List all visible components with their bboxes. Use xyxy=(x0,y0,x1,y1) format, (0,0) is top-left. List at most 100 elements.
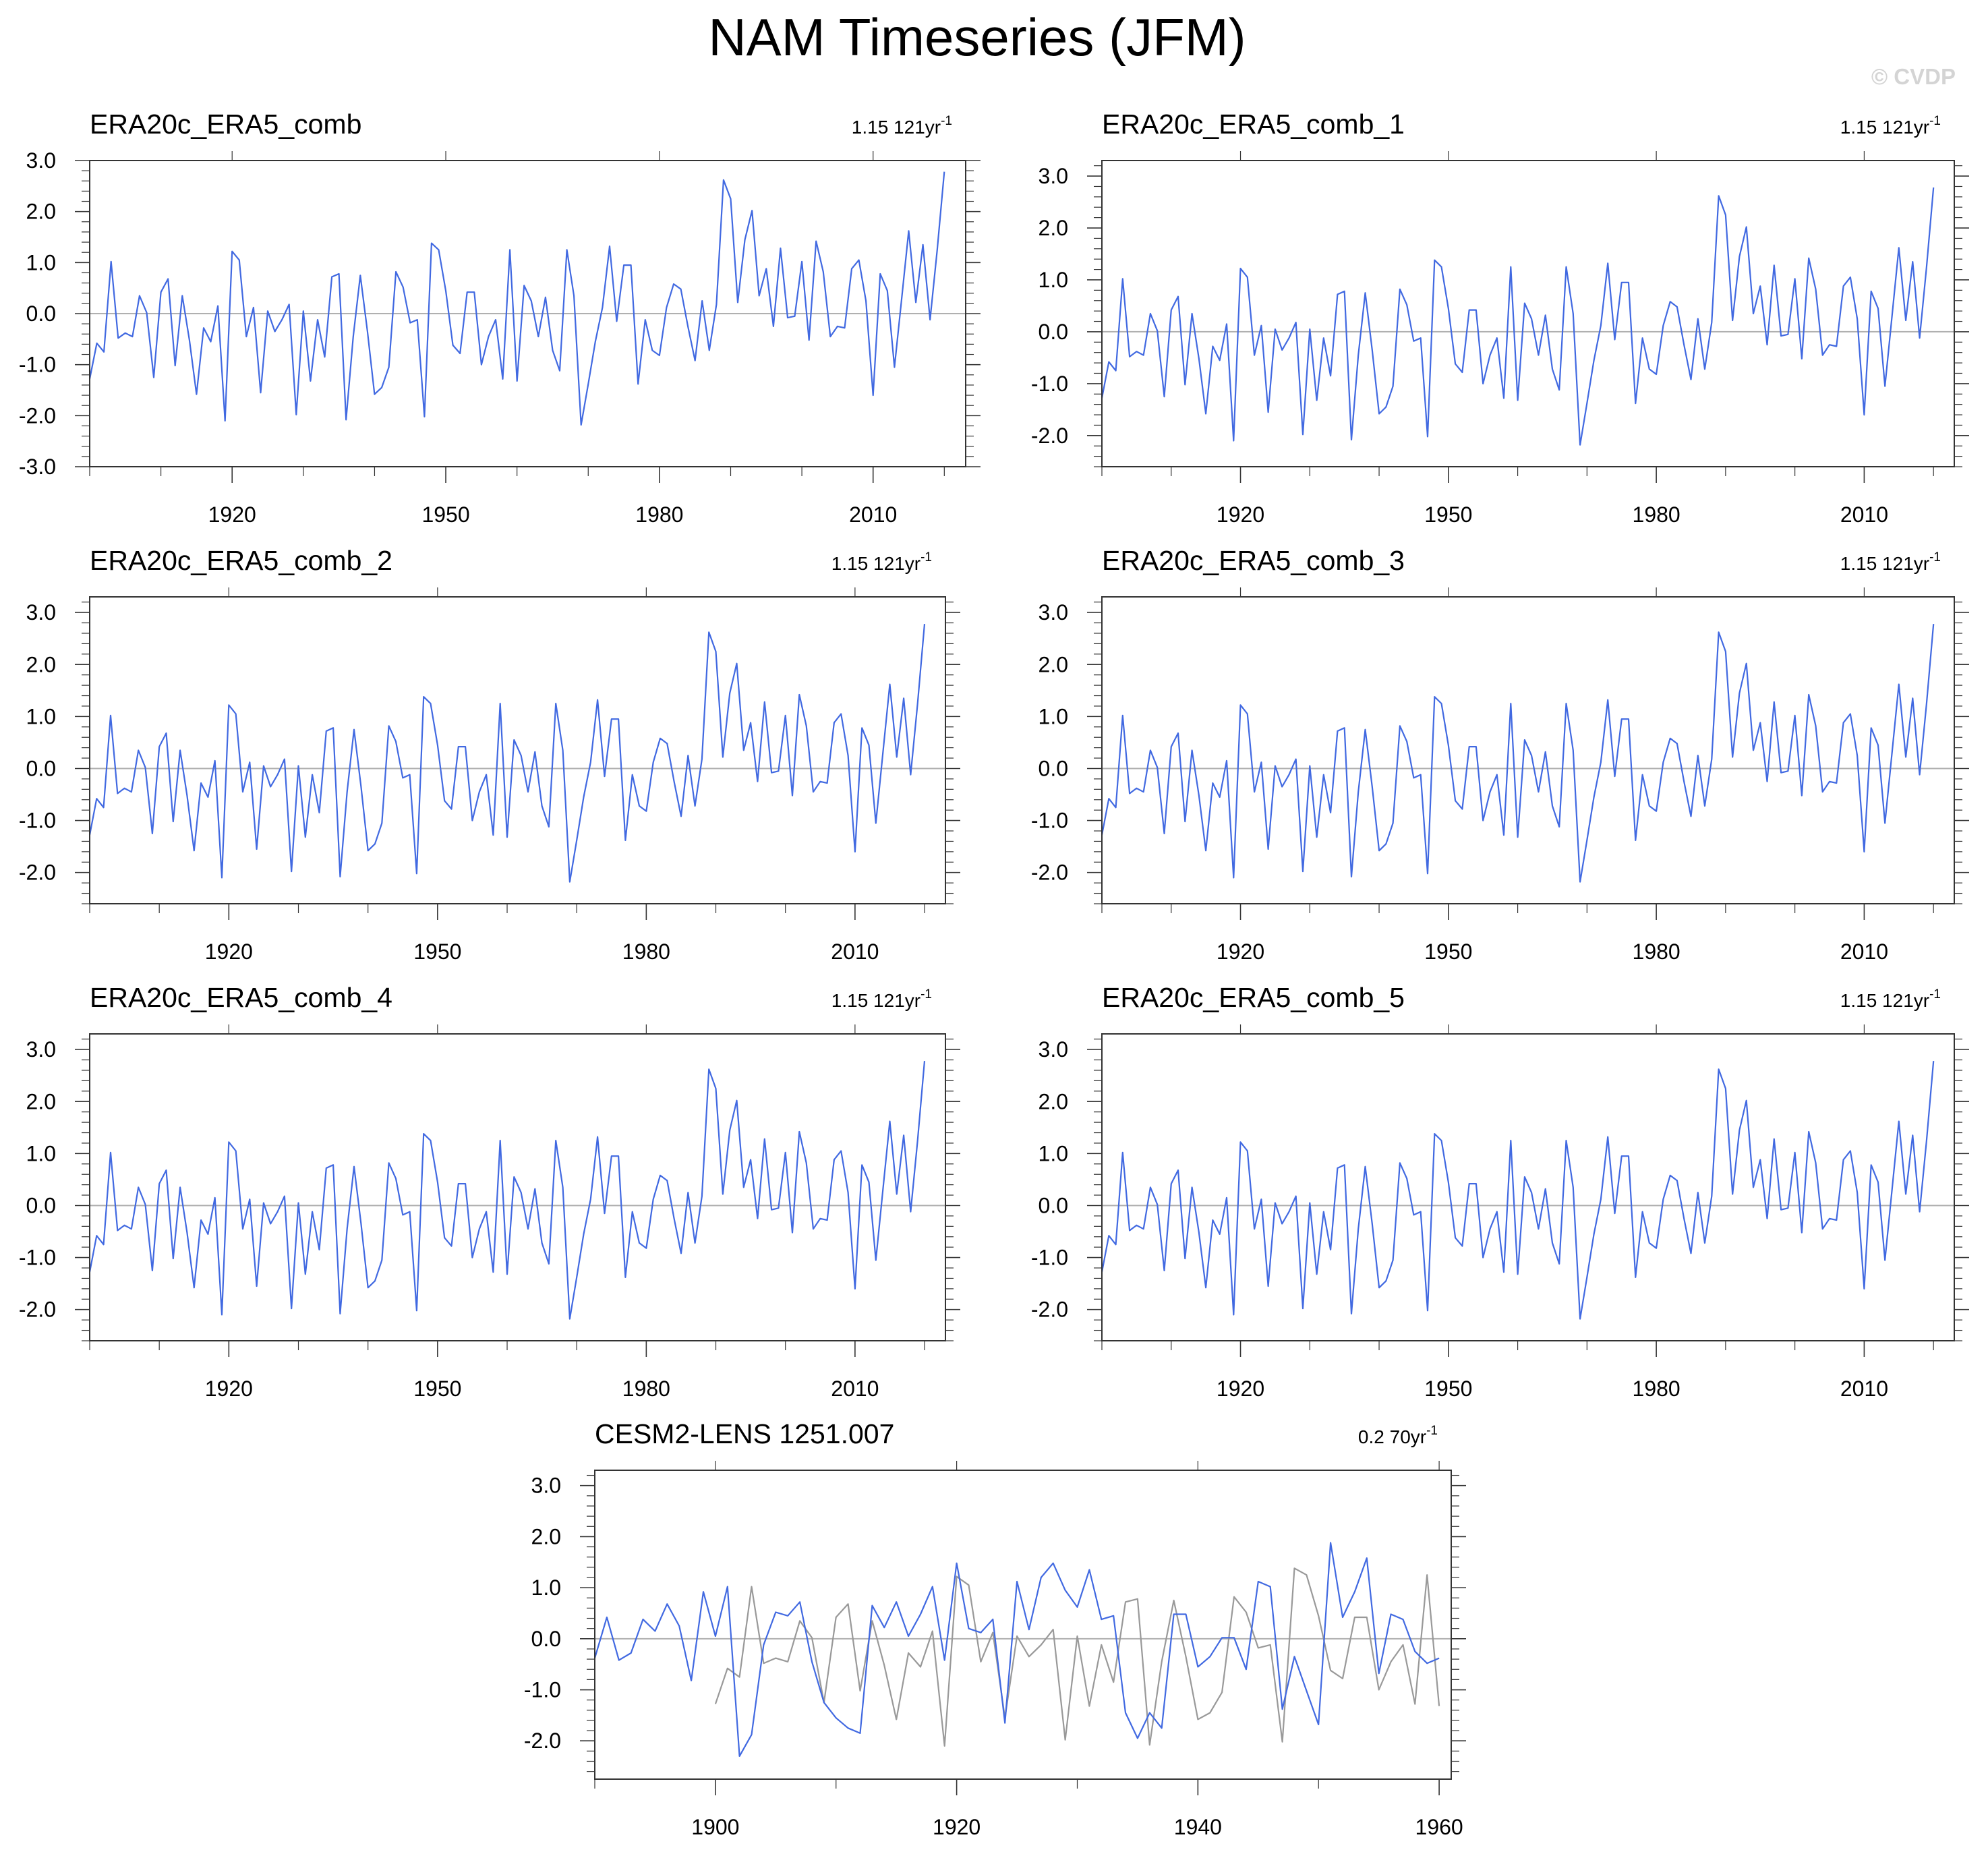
y-tick-label: 2.0 xyxy=(531,1524,561,1548)
x-tick-label: 1980 xyxy=(622,1377,670,1401)
y-tick-label: 0.0 xyxy=(26,1193,56,1217)
y-tick-label: -2.0 xyxy=(19,861,56,885)
x-tick-label: 1950 xyxy=(1424,502,1472,527)
panel-title: CESM2-LENS 1251.007 xyxy=(595,1418,894,1449)
x-tick-label: 1940 xyxy=(1174,1815,1222,1839)
series-line xyxy=(88,171,945,426)
trend-period: 121yr xyxy=(1882,553,1929,574)
trend-period: 70yr xyxy=(1390,1426,1426,1447)
trend-exponent: -1 xyxy=(941,114,952,128)
y-tick-label: 0.0 xyxy=(531,1627,561,1651)
trend-value: 1.15 xyxy=(1840,117,1882,138)
trend-period: 121yr xyxy=(873,990,920,1011)
y-tick-label: -1.0 xyxy=(1031,809,1068,833)
trend-period: 121yr xyxy=(1882,117,1929,138)
y-tick-label: 1.0 xyxy=(1039,704,1068,728)
series-line xyxy=(1101,624,1935,883)
y-tick-label: -1.0 xyxy=(524,1678,561,1702)
panel-title: ERA20c_ERA5_comb xyxy=(90,109,361,140)
y-tick-label: -1.0 xyxy=(1031,372,1068,396)
y-tick-label: -1.0 xyxy=(19,1246,56,1270)
y-tick-label: 2.0 xyxy=(1039,216,1068,240)
y-tick-label: -1.0 xyxy=(19,353,56,377)
series-line xyxy=(1101,187,1935,446)
series-line xyxy=(88,624,926,883)
plot-frame xyxy=(89,160,966,467)
y-tick-label: 0.0 xyxy=(26,756,56,780)
x-tick-label: 1980 xyxy=(1633,1377,1680,1401)
panel-era20c-era5-comb-5: ERA20c_ERA5_comb_5 1.15 121yr-1 -2.0 -1.0 0.… xyxy=(1031,982,1969,1401)
y-tick-label: -2.0 xyxy=(524,1729,561,1753)
trend-label: 0.2 70yr-1 xyxy=(1358,1424,1438,1447)
y-tick-label: 2.0 xyxy=(26,652,56,676)
series-line xyxy=(88,1061,926,1320)
series-line xyxy=(1101,1061,1935,1320)
trend-value: 1.15 xyxy=(831,990,873,1011)
trend-label: 1.15 121yr-1 xyxy=(1840,550,1941,574)
trend-label: 1.15 121yr-1 xyxy=(1840,987,1941,1011)
figure-title: NAM Timeseries (JFM) xyxy=(708,7,1246,67)
x-tick-label: 1950 xyxy=(413,939,461,964)
panel-era20c-era5-comb-1: ERA20c_ERA5_comb_1 1.15 121yr-1 -2.0 -1.0 0.… xyxy=(1031,109,1969,527)
x-tick-label: 2010 xyxy=(1840,939,1888,964)
x-tick-label: 1920 xyxy=(205,1377,253,1401)
y-tick-label: 0.0 xyxy=(26,301,56,326)
y-tick-label: 0.0 xyxy=(1039,1193,1068,1217)
trend-exponent: -1 xyxy=(1929,550,1941,564)
y-tick-label: 1.0 xyxy=(1039,1141,1068,1165)
x-tick-label: 1960 xyxy=(1415,1815,1463,1839)
trend-label: 1.15 121yr-1 xyxy=(831,987,932,1011)
y-tick-label: 2.0 xyxy=(1039,652,1068,676)
observed-series-line xyxy=(714,1567,1440,1747)
panel-era20c-era5-comb-3: ERA20c_ERA5_comb_3 1.15 121yr-1 -2.0 -1.0 0.… xyxy=(1031,545,1969,964)
y-tick-label: -2.0 xyxy=(1031,424,1068,448)
x-tick-label: 1920 xyxy=(205,939,253,964)
x-tick-label: 1950 xyxy=(1424,1377,1472,1401)
trend-exponent: -1 xyxy=(920,550,932,564)
trend-period: 121yr xyxy=(873,553,920,574)
trend-period: 121yr xyxy=(894,117,941,138)
y-tick-label: -2.0 xyxy=(1031,1298,1068,1322)
y-tick-label: -1.0 xyxy=(1031,1246,1068,1270)
x-tick-label: 1920 xyxy=(208,502,256,527)
trend-label: 1.15 121yr-1 xyxy=(831,550,932,574)
trend-exponent: -1 xyxy=(1426,1424,1438,1438)
panel-era20c-era5-comb-4: ERA20c_ERA5_comb_4 1.15 121yr-1 -2.0 -1.0 0.… xyxy=(19,982,960,1401)
plot-frame xyxy=(594,1470,1452,1780)
watermark-text: © CVDP xyxy=(1871,64,1956,89)
trend-exponent: -1 xyxy=(1929,987,1941,1002)
y-tick-label: 1.0 xyxy=(1039,268,1068,292)
y-tick-label: 2.0 xyxy=(1039,1089,1068,1113)
x-tick-label: 1920 xyxy=(1217,1377,1264,1401)
plot-frame xyxy=(1101,160,1955,467)
y-tick-label: 1.0 xyxy=(26,704,56,728)
y-tick-label: 1.0 xyxy=(26,250,56,274)
panel-title: ERA20c_ERA5_comb_5 xyxy=(1102,982,1405,1013)
x-tick-label: 2010 xyxy=(831,1377,879,1401)
trend-exponent: -1 xyxy=(920,987,932,1002)
x-tick-label: 1980 xyxy=(635,502,683,527)
panel-title: ERA20c_ERA5_comb_3 xyxy=(1102,545,1405,576)
x-tick-label: 1950 xyxy=(413,1377,461,1401)
trend-value: 0.2 xyxy=(1358,1426,1390,1447)
trend-value: 1.15 xyxy=(1840,990,1882,1011)
y-tick-label: 2.0 xyxy=(26,1089,56,1113)
y-tick-label: 3.0 xyxy=(1039,600,1068,625)
plot-frame xyxy=(1101,1033,1955,1341)
y-tick-label: -2.0 xyxy=(19,1298,56,1322)
trend-value: 1.15 xyxy=(1840,553,1882,574)
y-tick-label: 0.0 xyxy=(1039,756,1068,780)
trend-label: 1.15 121yr-1 xyxy=(1840,114,1941,138)
y-tick-label: 1.0 xyxy=(26,1141,56,1165)
panel-era20c-era5-comb: ERA20c_ERA5_comb 1.15 121yr-1 -3.0 -2.0 -1.0… xyxy=(19,109,981,527)
y-tick-label: 3.0 xyxy=(26,600,56,625)
x-tick-label: 2010 xyxy=(849,502,897,527)
y-tick-label: 3.0 xyxy=(26,1037,56,1062)
panel-title: ERA20c_ERA5_comb_4 xyxy=(90,982,392,1013)
y-tick-label: -3.0 xyxy=(19,455,56,479)
x-tick-label: 1950 xyxy=(1424,939,1472,964)
x-tick-label: 2010 xyxy=(831,939,879,964)
x-tick-label: 1920 xyxy=(1217,502,1264,527)
y-tick-label: 3.0 xyxy=(531,1474,561,1498)
